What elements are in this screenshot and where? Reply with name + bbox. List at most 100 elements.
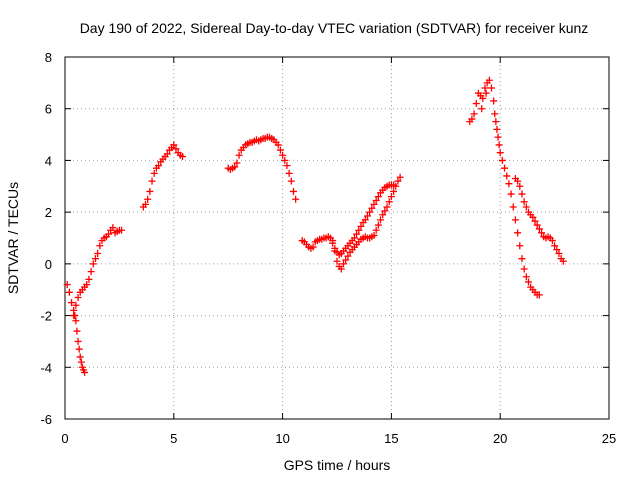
data-point (524, 278, 532, 286)
data-point (292, 195, 300, 203)
data-point (535, 225, 543, 233)
data-point (520, 265, 528, 273)
data-point (481, 84, 489, 92)
data-point (370, 231, 378, 239)
data-point (551, 242, 559, 250)
series-8 (511, 175, 567, 265)
data-point (482, 89, 490, 97)
data-point (394, 177, 402, 185)
y-tick-label: -4 (40, 360, 52, 375)
data-point (235, 151, 243, 159)
data-point (392, 182, 400, 190)
data-point (363, 212, 371, 220)
data-point (501, 164, 509, 172)
data-point (514, 177, 522, 185)
data-point (559, 257, 567, 265)
data-point (485, 76, 493, 84)
data-point (516, 242, 524, 250)
y-tick-label: -6 (40, 412, 52, 427)
data-point (289, 187, 297, 195)
data-point (396, 173, 404, 181)
series-3 (139, 141, 187, 211)
data-point (233, 159, 241, 167)
data-point (83, 281, 91, 289)
plot-frame (64, 56, 610, 420)
data-point (495, 141, 503, 149)
data-point (350, 234, 358, 242)
data-point (372, 226, 380, 234)
axis-ticks (64, 56, 610, 420)
data-point (118, 226, 126, 234)
data-point (538, 229, 546, 237)
x-tick-label: 25 (602, 431, 616, 446)
series-4 (224, 133, 300, 203)
data-point (548, 237, 556, 245)
data-point (170, 141, 178, 149)
data-point (148, 177, 156, 185)
data-point (490, 97, 498, 105)
data-point (520, 198, 528, 206)
x-tick-label: 20 (493, 431, 507, 446)
data-point (283, 162, 291, 170)
data-point (377, 216, 385, 224)
data-point (74, 293, 82, 301)
data-point (76, 353, 84, 361)
data-point (487, 84, 495, 92)
data-point (172, 145, 180, 153)
data-point (505, 180, 513, 188)
data-points (63, 76, 567, 376)
data-point (470, 110, 478, 118)
data-point (379, 211, 387, 219)
y-tick-label: 8 (45, 50, 52, 65)
data-point (372, 197, 380, 205)
grid (65, 57, 609, 419)
data-point (518, 190, 526, 198)
chart-title: Day 190 of 2022, Sidereal Day-to-day VTE… (80, 20, 589, 36)
data-point (146, 187, 154, 195)
y-axis-title: SDTVAR / TECUs (5, 182, 21, 294)
data-point (374, 221, 382, 229)
x-axis-title: GPS time / hours (284, 457, 391, 473)
series-7 (466, 76, 543, 299)
data-point (85, 275, 93, 283)
data-point (478, 105, 486, 113)
data-point (231, 163, 239, 171)
data-point (309, 243, 317, 251)
data-point (155, 162, 163, 170)
data-point (87, 268, 95, 276)
data-point (498, 156, 506, 164)
data-point (81, 368, 89, 376)
data-point (522, 203, 530, 211)
data-point (374, 193, 382, 201)
series-6 (329, 173, 404, 273)
data-point (276, 146, 284, 154)
data-point (73, 327, 81, 335)
data-point (472, 100, 480, 108)
data-point (509, 203, 517, 211)
data-point (368, 204, 376, 212)
y-tick-label: -2 (40, 309, 52, 324)
data-point (496, 149, 504, 157)
data-point (142, 200, 150, 208)
data-point (381, 207, 389, 215)
data-point (553, 246, 561, 254)
data-point (287, 177, 295, 185)
y-tick-labels: -6 -4 -2 0 2 4 6 8 (40, 50, 52, 427)
series-2 (70, 224, 126, 320)
data-point (355, 226, 363, 234)
data-point (163, 150, 171, 158)
y-tick-label: 2 (45, 205, 52, 220)
data-point (387, 193, 395, 201)
x-tick-label: 5 (170, 431, 177, 446)
data-point (329, 237, 337, 245)
data-point (491, 110, 499, 118)
data-point (63, 281, 71, 289)
data-point (535, 291, 543, 299)
data-point (385, 198, 393, 206)
data-point (94, 250, 102, 258)
data-point (468, 115, 476, 123)
data-point (150, 169, 158, 177)
data-point (494, 133, 502, 141)
data-point (493, 125, 501, 133)
data-point (383, 203, 391, 211)
